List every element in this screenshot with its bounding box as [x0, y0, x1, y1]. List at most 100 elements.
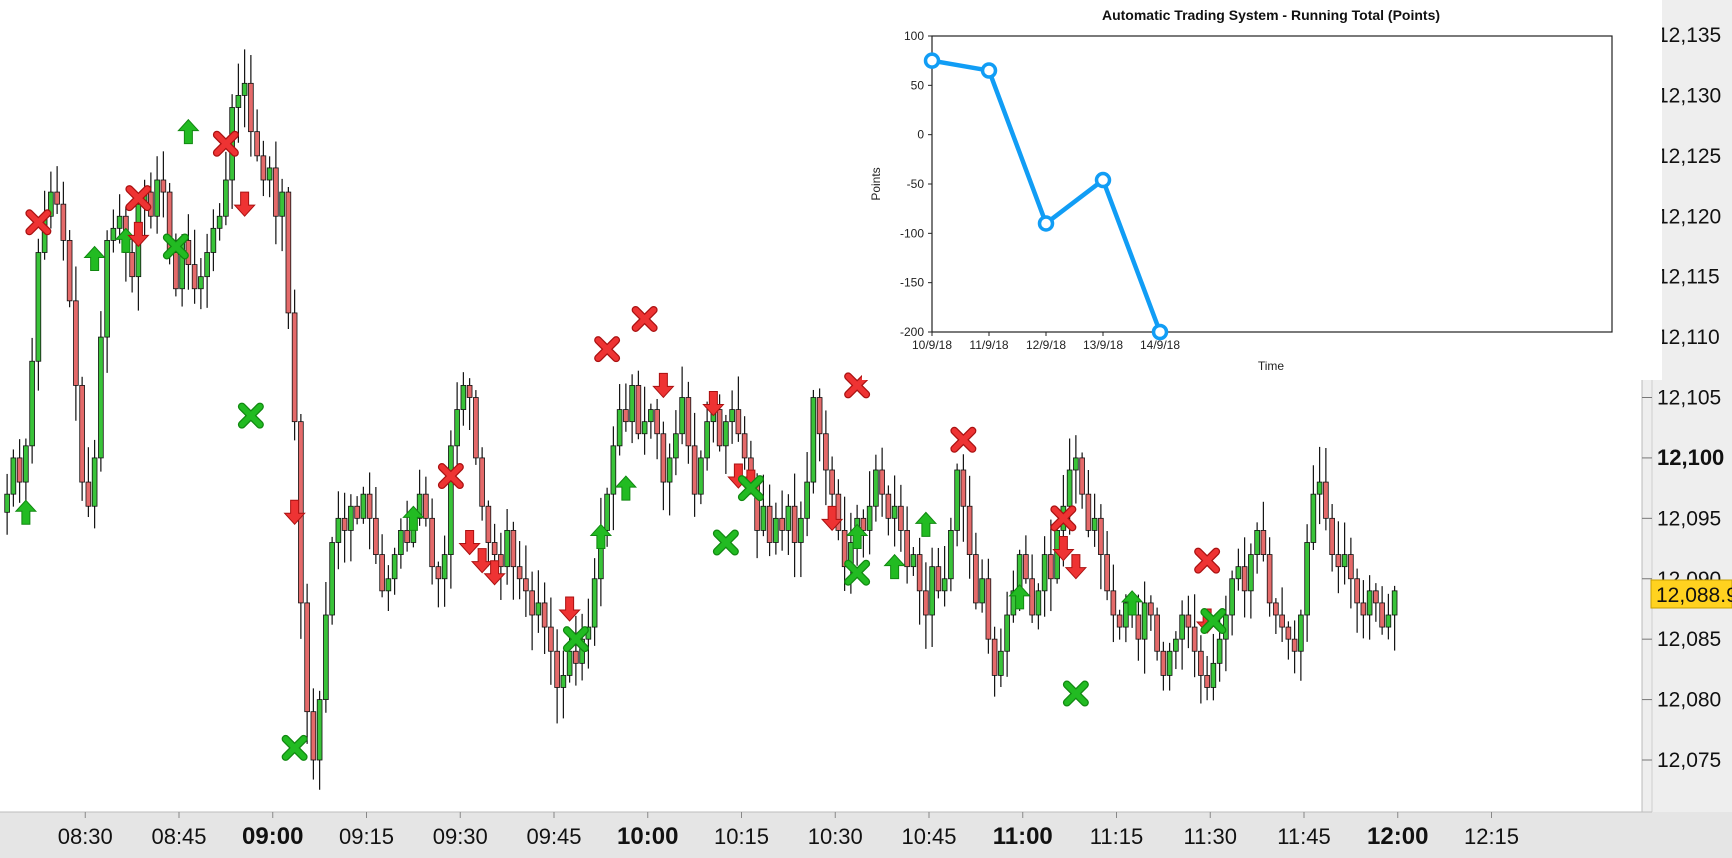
current-price-label: 12,088.9 [1656, 584, 1732, 607]
price-tick-label: 12,135 [1657, 24, 1721, 47]
candle [929, 547, 935, 647]
candle [766, 484, 773, 557]
candle [129, 236, 135, 293]
candle [1298, 609, 1304, 681]
candle [1004, 591, 1010, 677]
short-exit-x-icon [1194, 547, 1221, 574]
short-exit-x-icon [212, 130, 239, 157]
candle [254, 109, 260, 162]
candle [216, 203, 223, 241]
candle [1166, 642, 1173, 691]
candle [866, 471, 873, 555]
candle [635, 370, 642, 440]
running-total-point [980, 62, 998, 79]
candle [485, 500, 492, 567]
candle [829, 456, 835, 511]
inset-ylabel: Points [869, 167, 883, 200]
inset-series [923, 52, 1169, 341]
candle [16, 439, 23, 503]
candle [979, 559, 985, 613]
candle [4, 473, 10, 535]
candle [1341, 522, 1348, 585]
candle [1348, 537, 1354, 609]
inset-y-tick-label: -100 [900, 226, 924, 240]
time-tick-label: 09:45 [526, 824, 581, 849]
candle [898, 484, 904, 552]
long-exit-x-icon [1062, 680, 1089, 707]
long-entry-arrow-up-icon [402, 505, 425, 531]
inset-y-tick-label: -150 [900, 276, 924, 290]
candle [648, 403, 654, 439]
running-total-point [1037, 215, 1055, 232]
current-price-tag: 12,088.9 [1650, 579, 1732, 609]
inset-x-tick-label: 11/9/18 [969, 338, 1008, 352]
candle [323, 582, 329, 713]
candle [1160, 641, 1167, 691]
candle [1035, 583, 1042, 630]
candle [273, 141, 279, 245]
time-tick-label: 10:30 [808, 824, 863, 849]
candle [1135, 594, 1142, 661]
inset-x-tick-label: 12/9/18 [1026, 338, 1066, 352]
inset-y-ticks: 100 50 0 -50 -100 -150 -200 [900, 29, 932, 339]
candle [191, 229, 198, 304]
candle [779, 490, 785, 551]
candle [698, 450, 704, 505]
candle [473, 390, 479, 465]
candle [954, 463, 960, 547]
price-tick-label: 12,075 [1657, 749, 1721, 772]
candle [398, 518, 404, 569]
candle [560, 650, 567, 719]
candle [348, 494, 354, 562]
inset-y-tick-label: 0 [917, 128, 924, 142]
candle [879, 447, 885, 517]
time-tick-label: 11:45 [1277, 824, 1330, 849]
candle [641, 386, 648, 455]
long-exit-x-icon [844, 559, 871, 586]
candle [35, 238, 42, 391]
candle [960, 454, 967, 542]
candle [616, 384, 623, 456]
time-tick-label: 10:45 [901, 824, 956, 849]
candle [629, 374, 635, 444]
candle [1310, 465, 1317, 550]
candle [1110, 564, 1117, 643]
price-axis-ticks: 12,07512,08012,08512,09012,09512,10012,1… [1642, 24, 1724, 772]
inset-x-tick-label: 10/9/18 [912, 338, 952, 352]
time-tick-label: 08:30 [58, 824, 113, 849]
candle [535, 570, 542, 633]
candle [198, 258, 204, 310]
candle [379, 534, 385, 598]
candle [66, 230, 73, 308]
candle [591, 558, 598, 646]
candle [1266, 537, 1273, 617]
candle [1098, 504, 1104, 590]
price-tick-label: 12,080 [1657, 689, 1721, 712]
candle [329, 536, 335, 625]
candle [1379, 586, 1385, 635]
time-axis-panel [0, 812, 1732, 858]
candle [404, 500, 410, 552]
candle [741, 416, 748, 470]
candle [110, 209, 117, 253]
candle [998, 628, 1004, 688]
long-exit-x-icon [237, 402, 264, 429]
candle [391, 547, 398, 595]
candle [1085, 469, 1092, 538]
candle [1304, 524, 1310, 642]
candle [1079, 452, 1085, 509]
inset-background [862, 0, 1662, 380]
candle [1191, 594, 1198, 678]
candle [660, 421, 667, 511]
candle [266, 156, 273, 198]
short-entry-arrow-down-icon [652, 372, 675, 399]
candle [160, 151, 167, 218]
short-entry-arrow-down-icon [483, 560, 506, 586]
candle [373, 487, 379, 564]
inset-y-tick-label: 50 [911, 78, 925, 92]
candle [248, 55, 254, 157]
price-tick-label: 12,120 [1657, 205, 1721, 228]
candle [1210, 633, 1217, 701]
candle [1023, 535, 1029, 584]
inset-y-tick-label: -200 [900, 325, 924, 339]
